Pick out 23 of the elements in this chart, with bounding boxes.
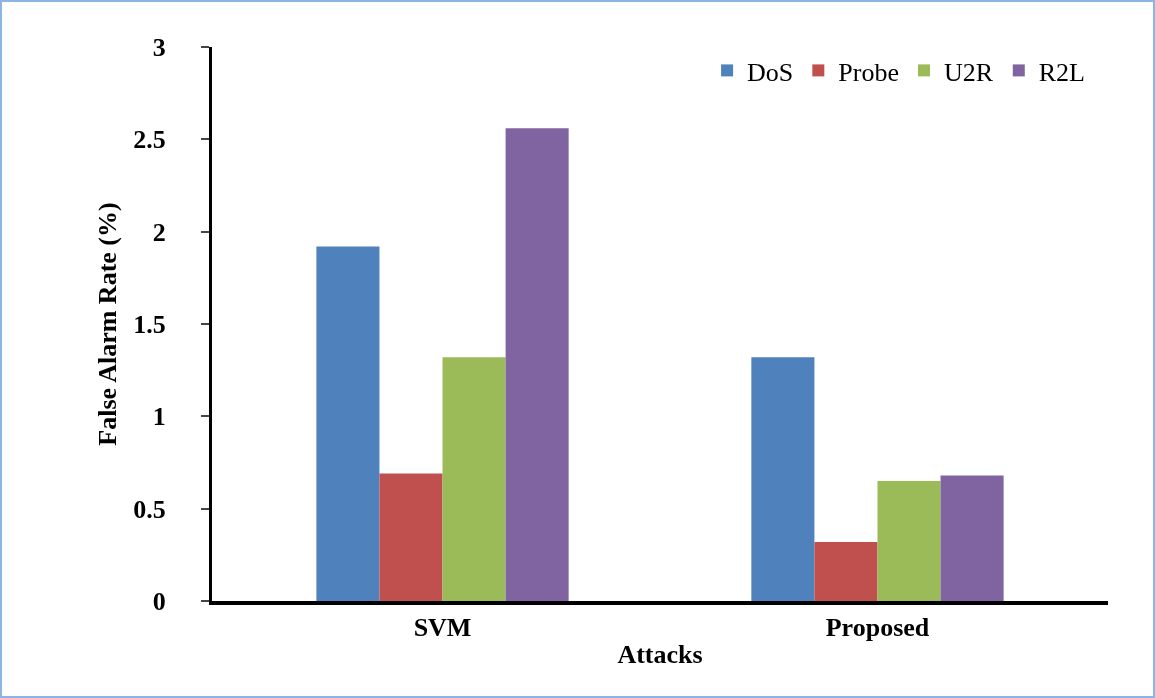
legend-label: R2L [1038, 57, 1086, 87]
legend-label: U2R [944, 57, 994, 87]
x-axis-title: Attacks [617, 640, 703, 670]
y-tick-label: 1.5 [133, 310, 166, 340]
bar [877, 480, 941, 601]
y-axis-title: False Alarm Rate (%) [92, 202, 122, 446]
x-tick-label: Proposed [825, 613, 930, 643]
y-tick-label: 0 [152, 587, 166, 617]
legend-label: Probe [838, 57, 899, 87]
bar [379, 473, 443, 601]
y-tick-label: 2.5 [133, 125, 166, 155]
bar [814, 541, 878, 601]
x-tick-label: SVM [413, 613, 472, 643]
bar [751, 357, 815, 601]
bar [505, 128, 569, 601]
y-tick-label: 3 [152, 33, 166, 63]
bar [316, 246, 380, 601]
y-tick-label: 0.5 [133, 494, 166, 524]
y-tick-label: 2 [152, 217, 166, 247]
bar [442, 357, 506, 601]
legend-label: DoS [747, 57, 794, 87]
y-tick-label: 1 [152, 402, 166, 432]
bar [940, 475, 1004, 601]
